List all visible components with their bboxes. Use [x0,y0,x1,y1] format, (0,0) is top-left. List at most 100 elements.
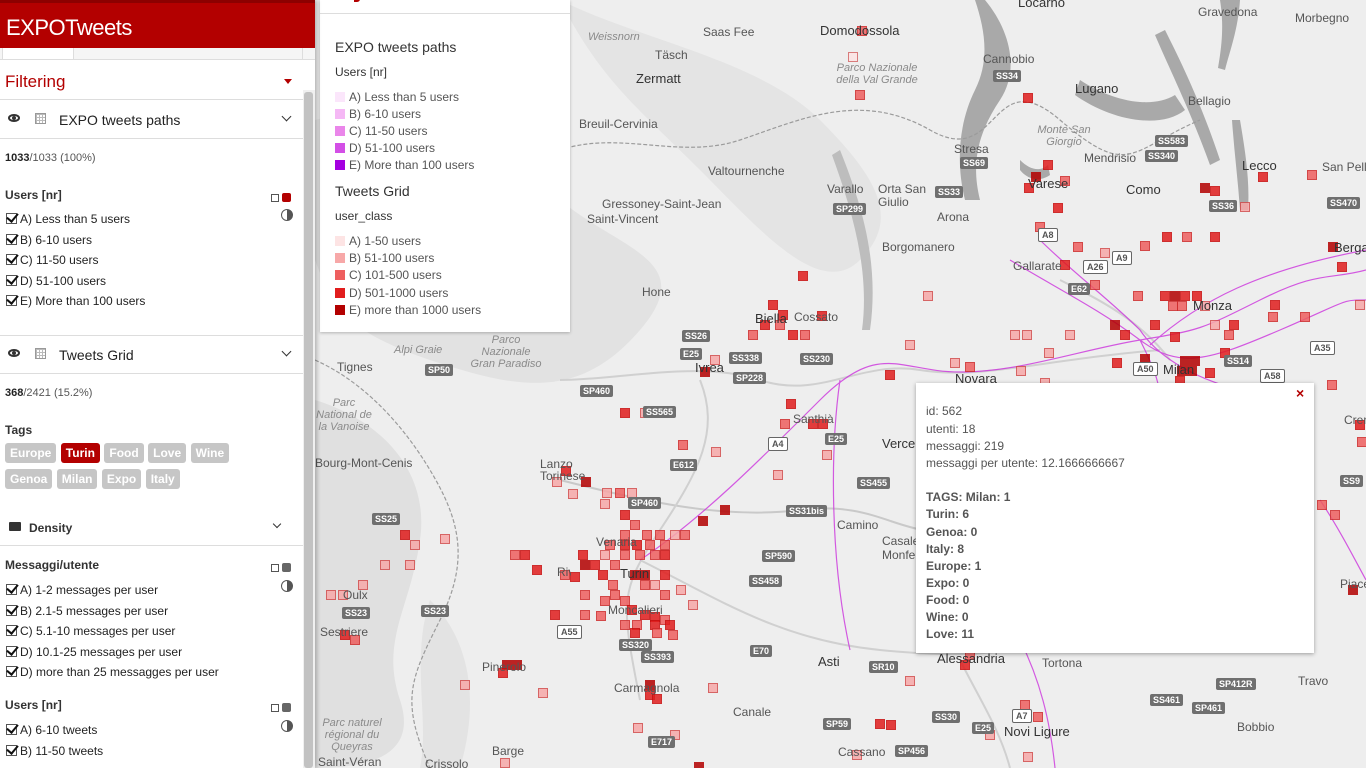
grid-cell[interactable] [665,620,675,630]
grid-cell[interactable] [698,516,708,526]
grid-cell[interactable] [1170,332,1180,342]
grid-cell[interactable] [694,762,704,768]
grid-cell[interactable] [1240,202,1250,212]
contrast-icon[interactable] [281,209,293,221]
grid-cell[interactable] [627,605,637,615]
grid-cell[interactable] [1060,176,1070,186]
layer-header-grid[interactable]: Tweets Grid [0,336,303,374]
chevron-down-icon[interactable] [281,346,292,357]
tab-layers[interactable] [2,48,74,60]
grid-cell[interactable] [620,540,630,550]
grid-cell[interactable] [596,611,606,621]
class-checkbox[interactable]: D) 51-100 users [6,274,106,288]
grid-cell[interactable] [340,630,350,640]
grid-cell[interactable] [1210,320,1220,330]
class-checkbox[interactable]: B) 6-10 users [6,233,92,247]
grid-cell[interactable] [1177,301,1187,311]
grid-cell[interactable] [1317,500,1327,510]
grid-cell[interactable] [630,570,640,580]
grid-cell[interactable] [1328,242,1338,252]
tag-expo[interactable]: Expo [101,469,142,489]
grid-cell[interactable] [440,534,450,544]
grid-cell[interactable] [817,311,827,321]
grid-cell[interactable] [410,540,420,550]
grid-cell[interactable] [602,488,612,498]
grid-cell[interactable] [885,370,895,380]
grid-cell[interactable] [848,52,858,62]
grid-cell[interactable] [581,477,591,487]
grid-cell[interactable] [630,628,640,638]
table-icon[interactable] [35,113,46,124]
eye-icon[interactable] [8,114,20,122]
grid-cell[interactable] [1023,93,1033,103]
grid-cell[interactable] [1090,280,1100,290]
tag-milan[interactable]: Milan [56,469,98,489]
class-checkbox[interactable]: D) more than 25 messagges per user [6,665,219,679]
grid-cell[interactable] [405,560,415,570]
grid-cell[interactable] [800,330,810,340]
grid-cell[interactable] [1065,330,1075,340]
eye-icon[interactable] [8,349,20,357]
close-icon[interactable]: × [1296,385,1305,401]
grid-cell[interactable] [580,560,590,570]
grid-cell[interactable] [1355,300,1365,310]
grid-cell[interactable] [1270,300,1280,310]
grid-cell[interactable] [1170,291,1180,301]
grid-cell[interactable] [1192,291,1202,301]
grid-cell[interactable] [760,320,770,330]
grid-cell[interactable] [1210,232,1220,242]
chevron-down-icon[interactable] [272,519,282,529]
grid-cell[interactable] [630,520,640,530]
grid-cell[interactable] [608,580,618,590]
density-header[interactable]: Density [0,512,303,546]
grid-cell[interactable] [1200,183,1210,193]
grid-cell[interactable] [1177,366,1187,376]
grid-cell[interactable] [905,340,915,350]
grid-cell[interactable] [1205,368,1215,378]
grid-cell[interactable] [660,550,670,560]
grid-cell[interactable] [640,610,650,620]
grid-cell[interactable] [338,590,348,600]
class-checkbox[interactable]: E) More than 100 users [6,294,145,308]
grid-cell[interactable] [520,550,530,560]
grid-cell[interactable] [1073,242,1083,252]
grid-cell[interactable] [1355,420,1365,430]
grid-cell[interactable] [1180,291,1190,301]
grid-cell[interactable] [1112,358,1122,368]
grid-cell[interactable] [1300,312,1310,322]
class-checkbox[interactable]: C) 5.1-10 messages per user [6,624,175,638]
checkbox-empty-icon[interactable] [271,703,279,712]
grid-cell[interactable] [660,590,670,600]
grid-cell[interactable] [905,676,915,686]
grid-cell[interactable] [822,450,832,460]
grid-cell[interactable] [350,635,360,645]
color-swatch-icon[interactable] [282,193,291,203]
grid-cell[interactable] [1330,510,1340,520]
grid-cell[interactable] [748,330,758,340]
grid-cell[interactable] [965,362,975,372]
grid-cell[interactable] [560,570,570,580]
grid-cell[interactable] [857,26,867,36]
grid-cell[interactable] [642,530,652,540]
grid-cell[interactable] [512,660,522,670]
grid-cell[interactable] [788,330,798,340]
grid-cell[interactable] [580,610,590,620]
grid-cell[interactable] [380,560,390,570]
tab-other[interactable] [78,48,303,60]
grid-cell[interactable] [561,466,571,476]
grid-cell[interactable] [635,550,645,560]
class-checkbox[interactable]: D) 10.1-25 messages per user [6,645,182,659]
grid-cell[interactable] [615,488,625,498]
grid-cell[interactable] [778,310,788,320]
grid-cell[interactable] [1210,186,1220,196]
tag-europe[interactable]: Europe [5,443,57,463]
grid-cell[interactable] [1120,330,1130,340]
grid-cell[interactable] [633,723,643,733]
grid-cell[interactable] [798,271,808,281]
grid-cell[interactable] [1187,366,1197,376]
grid-cell[interactable] [875,719,885,729]
color-toggle[interactable] [271,699,291,717]
grid-cell[interactable] [1033,712,1043,722]
contrast-icon[interactable] [281,720,293,732]
grid-cell[interactable] [688,600,698,610]
